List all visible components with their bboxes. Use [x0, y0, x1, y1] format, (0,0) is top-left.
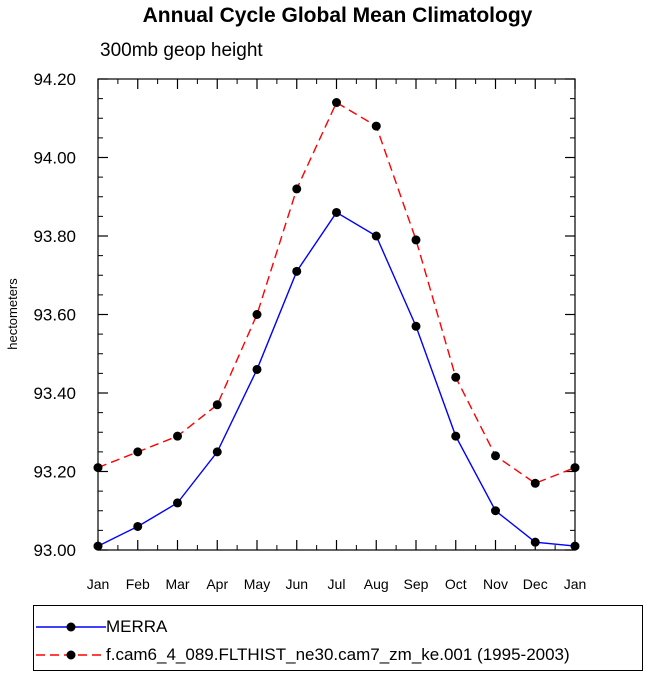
series-0-point-7 — [371, 231, 381, 241]
tick-marks — [97, 78, 576, 551]
series-1-point-7 — [371, 121, 381, 131]
x-tick-label-3: Apr — [206, 576, 228, 592]
x-tick-label-5: Jun — [285, 576, 308, 592]
series-0-point-2 — [173, 498, 182, 508]
legend-item-merra: MERRA — [34, 615, 642, 639]
series-1-point-8 — [411, 235, 421, 245]
x-tick-label-11: Dec — [523, 576, 548, 592]
chart-subtitle: 300mb geop height — [100, 40, 263, 61]
legend: MERRA f.cam6_4_089.FLTHIST_ne30.cam7_zm_… — [33, 605, 643, 671]
series-1-point-3 — [212, 400, 222, 410]
legend-swatch-cam6 — [36, 650, 106, 660]
legend-swatch-merra — [36, 622, 106, 632]
legend-label-cam6: f.cam6_4_089.FLTHIST_ne30.cam7_zm_ke.001… — [106, 645, 570, 664]
series-line-1 — [97, 101, 576, 485]
y-tick-label-3: 93.60 — [33, 306, 76, 325]
series-1-point-9 — [451, 372, 461, 382]
x-tick-label-4: May — [244, 576, 270, 592]
y-tick-label-2: 93.40 — [33, 384, 76, 403]
series-0-point-1 — [133, 521, 143, 531]
series-1-point-1 — [133, 447, 143, 457]
x-tick-label-2: Mar — [165, 576, 189, 592]
x-tick-label-7: Aug — [364, 576, 389, 592]
series-0-point-11 — [530, 537, 540, 547]
y-tick-label-0: 93.00 — [33, 541, 76, 560]
x-tick-label-9: Oct — [445, 576, 467, 592]
series-1-point-11 — [530, 478, 540, 488]
y-axis-label: hectometers — [5, 278, 20, 350]
legend-item-cam6: f.cam6_4_089.FLTHIST_ne30.cam7_zm_ke.001… — [34, 643, 642, 667]
x-tick-label-0: Jan — [87, 576, 110, 592]
series-1-point-10 — [491, 451, 500, 461]
series-1-point-2 — [173, 431, 182, 441]
x-tick-label-12: Jan — [564, 576, 587, 592]
series-0-point-4 — [252, 364, 262, 374]
y-tick-label-6: 94.20 — [33, 70, 76, 89]
series-0-point-10 — [491, 506, 500, 516]
legend-label-merra: MERRA — [106, 617, 168, 636]
series-0-point-6 — [332, 207, 341, 217]
series-1-point-6 — [332, 98, 341, 108]
y-tick-label-1: 93.20 — [33, 463, 76, 482]
x-tick-label-10: Nov — [483, 576, 508, 592]
series-0-point-8 — [411, 321, 421, 331]
series-points — [93, 98, 580, 551]
x-tick-label-1: Feb — [126, 576, 150, 592]
tick-labels: Jan Feb Mar Apr May Jun Jul Aug Sep Oct Nov Dec Jan 9… — [33, 70, 586, 592]
y-tick-label-4: 93.80 — [33, 227, 76, 246]
series-0-point-3 — [212, 447, 222, 457]
x-tick-label-6: Jul — [328, 576, 346, 592]
x-tick-label-8: Sep — [404, 576, 429, 592]
series-0-point-5 — [292, 266, 302, 276]
chart-plot: Jan Feb Mar Apr May Jun Jul Aug Sep Oct Nov Dec Jan 9… — [5, 70, 586, 592]
series-lines — [97, 101, 576, 547]
series-0-point-9 — [451, 431, 461, 441]
series-1-point-4 — [252, 310, 262, 319]
series-1-point-5 — [292, 184, 302, 194]
series-line-0 — [97, 211, 576, 547]
plot-frame — [97, 78, 576, 551]
y-tick-label-5: 94.00 — [33, 149, 76, 168]
chart-title: Annual Cycle Global Mean Climatology — [142, 4, 533, 27]
